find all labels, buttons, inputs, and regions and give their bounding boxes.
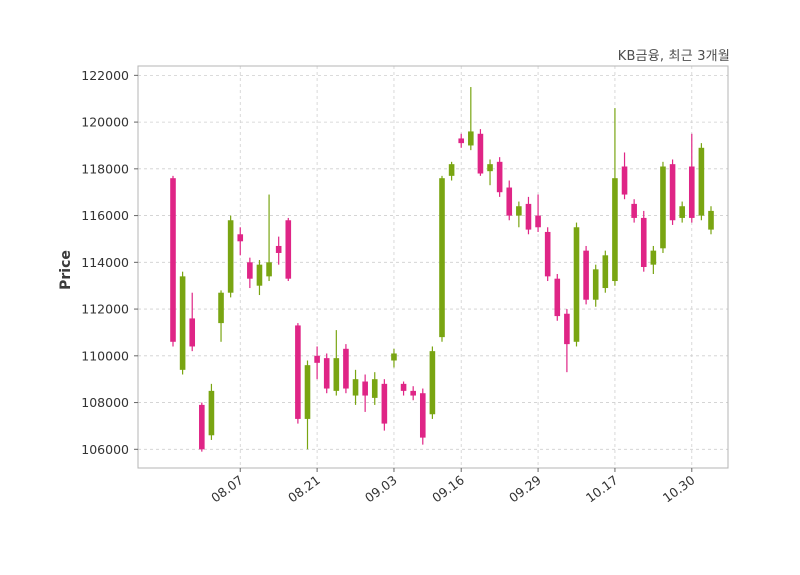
candle-body (343, 348, 349, 389)
x-tick-label: 09.03 (362, 472, 400, 505)
y-tick-label: 118000 (81, 161, 129, 176)
y-tick-label: 110000 (81, 348, 129, 363)
candle-body (218, 292, 224, 324)
candle-body (208, 390, 215, 436)
candle-body (419, 393, 426, 438)
candle-body (189, 318, 196, 347)
candle-body (516, 206, 522, 216)
x-axis: 08.07 08.21 09.03 09.16 09.29 10.17 10.30 (208, 468, 698, 505)
candle-body (525, 203, 532, 230)
candle-body (698, 147, 705, 216)
candle-body (573, 227, 580, 342)
y-tick-label: 106000 (81, 442, 129, 457)
candle-body (304, 365, 311, 419)
candle-body (612, 178, 618, 282)
y-tick-label: 112000 (81, 302, 129, 317)
candle-body (448, 164, 455, 176)
candle-body (400, 383, 407, 391)
candle-body (640, 217, 647, 267)
y-tick-label: 116000 (81, 208, 129, 223)
candle-body (679, 206, 685, 218)
x-tick-label: 10.17 (583, 472, 621, 505)
candle-body (650, 250, 657, 265)
candle-body (333, 358, 340, 391)
candle-body (429, 351, 436, 415)
x-tick-label: 08.07 (208, 472, 246, 505)
candle-body (323, 358, 330, 389)
candle-body (275, 245, 282, 253)
candle-body (199, 404, 205, 450)
chart-title: KB금융, 최근 3개월 (617, 49, 730, 64)
x-tick-label: 09.16 (429, 472, 467, 505)
x-tick-label: 08.21 (285, 472, 323, 505)
candle-body (583, 250, 589, 300)
candle-body (362, 381, 368, 396)
candle-body (256, 264, 263, 286)
candle-body (592, 269, 599, 300)
candle-body (266, 262, 272, 277)
candle-body (247, 262, 253, 279)
candles (170, 87, 714, 452)
candle-body (170, 178, 176, 342)
candle-body (179, 276, 186, 370)
candle-body (295, 325, 301, 419)
candle-body (410, 390, 416, 396)
candle-body (371, 379, 378, 398)
candle-body (535, 215, 541, 228)
y-tick-label: 122000 (81, 68, 129, 83)
candle-body (487, 164, 493, 172)
candle-body (708, 210, 714, 230)
candle-body (352, 379, 359, 396)
y-axis: 106000 108000 110000 112000 114000 116000 1180… (81, 68, 138, 457)
candle-body (621, 166, 628, 195)
candle-body (631, 203, 637, 218)
plot-border (137, 65, 729, 469)
candle-body (688, 166, 695, 218)
candle-body (391, 353, 397, 361)
candle-body (439, 178, 445, 338)
y-tick-label: 120000 (81, 115, 129, 130)
candle-body (564, 313, 570, 345)
y-tick-label: 114000 (81, 255, 129, 270)
candle-body (544, 231, 551, 277)
y-tick-label: 108000 (81, 395, 129, 410)
candle-body (669, 164, 676, 221)
candle-body (477, 133, 484, 174)
gridlines (138, 66, 728, 468)
candle-body (468, 131, 474, 146)
x-tick-label: 09.29 (506, 472, 544, 505)
candle-body (660, 166, 666, 249)
candle-body (314, 355, 320, 363)
candle-body (458, 138, 465, 144)
candle-body (285, 220, 292, 279)
candle-body (496, 161, 503, 193)
candle-body (227, 220, 234, 293)
x-tick-label: 10.30 (660, 472, 698, 505)
candle-body (506, 187, 513, 216)
candle-body (237, 234, 244, 242)
candle-body (381, 383, 388, 424)
candle-body (554, 278, 561, 317)
candle-body (602, 255, 609, 289)
